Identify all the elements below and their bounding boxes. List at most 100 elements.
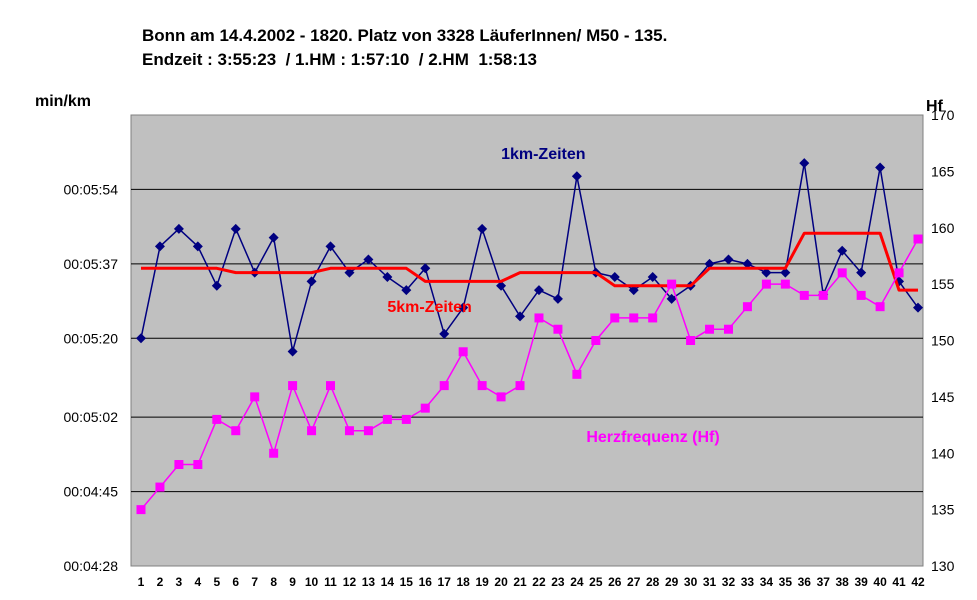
data-point: [439, 381, 449, 391]
x-tick-label: 26: [608, 575, 622, 589]
data-point: [610, 313, 620, 323]
data-point: [477, 381, 487, 391]
data-point: [174, 460, 184, 470]
x-tick-label: 6: [232, 575, 239, 589]
x-tick-label: 13: [362, 575, 376, 589]
x-tick-label: 29: [665, 575, 679, 589]
x-tick-label: 20: [494, 575, 508, 589]
x-tick-label: 1: [138, 575, 145, 589]
data-point: [344, 426, 354, 436]
data-point: [799, 158, 810, 169]
x-tick-label: 3: [176, 575, 183, 589]
data-point: [572, 369, 582, 379]
data-point: [609, 272, 620, 283]
data-point: [401, 414, 411, 424]
data-point: [515, 311, 526, 322]
x-tick-label: 28: [646, 575, 660, 589]
y-right-tick-label: 135: [931, 502, 955, 518]
y-axis-left-label: min/km: [35, 93, 92, 110]
data-point: [458, 302, 469, 313]
data-point: [742, 302, 752, 312]
x-tick-label: 11: [324, 575, 337, 589]
data-point: [439, 328, 450, 339]
data-point: [496, 392, 506, 402]
data-point: [648, 313, 658, 323]
data-point: [306, 276, 317, 287]
data-point: [742, 258, 753, 269]
x-tick-label: 34: [760, 575, 774, 589]
data-point: [269, 448, 279, 458]
data-point: [723, 324, 733, 334]
y-left-tick-label: 00:05:37: [64, 256, 119, 272]
data-point: [344, 267, 355, 278]
y-right-tick-label: 145: [931, 389, 955, 405]
data-point: [704, 258, 715, 269]
data-point: [211, 280, 222, 291]
x-tick-label: 18: [456, 575, 470, 589]
x-tick-label: 32: [722, 575, 736, 589]
data-point: [591, 336, 601, 345]
data-point: [155, 482, 165, 492]
series-label: Herzfrequenz (Hf): [586, 429, 719, 446]
y-right-tick-label: 130: [931, 558, 955, 574]
x-tick-label: 41: [892, 575, 906, 589]
data-point: [250, 392, 260, 402]
data-point: [761, 279, 771, 289]
y-left-tick-label: 00:05:54: [64, 181, 119, 197]
x-tick-label: 8: [270, 575, 277, 589]
x-tick-label: 5: [213, 575, 220, 589]
data-point: [231, 426, 241, 436]
y-right-tick-label: 165: [931, 163, 955, 179]
data-point: [458, 347, 468, 357]
data-point: [363, 254, 374, 265]
data-point: [723, 254, 734, 265]
x-tick-label: 4: [195, 575, 202, 589]
data-point: [667, 279, 677, 289]
data-point: [268, 232, 279, 243]
data-point: [686, 336, 696, 345]
data-point: [382, 272, 393, 283]
data-point: [307, 426, 317, 436]
x-tick-label: 2: [157, 575, 164, 589]
x-tick-label: 40: [873, 575, 887, 589]
y-left-tick-label: 00:05:20: [64, 330, 119, 346]
x-tick-label: 23: [551, 575, 565, 589]
data-point: [837, 245, 848, 256]
y-left-tick-label: 00:04:28: [64, 558, 119, 574]
data-point: [230, 223, 241, 234]
data-point: [136, 333, 146, 344]
data-point: [420, 403, 430, 413]
x-tick-label: 42: [911, 575, 925, 589]
data-point: [136, 505, 146, 515]
data-point: [818, 290, 828, 300]
series-line: [140, 162, 919, 353]
data-point: [913, 234, 923, 244]
data-point: [761, 267, 772, 278]
data-point: [894, 268, 904, 278]
y-left-tick-label: 00:04:45: [64, 484, 119, 500]
data-point: [553, 324, 563, 334]
x-tick-label: 10: [305, 575, 319, 589]
data-point: [780, 267, 791, 278]
data-point: [363, 426, 373, 436]
y-right-tick-label: 160: [931, 220, 955, 236]
x-tick-label: 17: [438, 575, 452, 589]
chart-title-line-1: Bonn am 14.4.2002 - 1820. Platz von 3328…: [142, 26, 668, 45]
data-point: [647, 272, 658, 283]
x-tick-label: 35: [779, 575, 793, 589]
data-point: [856, 267, 867, 278]
data-point: [288, 381, 298, 391]
x-tick-label: 15: [400, 575, 414, 589]
y-right-tick-label: 150: [931, 333, 955, 349]
data-point: [571, 171, 582, 182]
x-tick-label: 12: [343, 575, 357, 589]
y-left-tick-label: 00:05:02: [64, 409, 119, 425]
x-tick-label: 24: [570, 575, 584, 589]
data-point: [192, 241, 203, 252]
x-tick-label: 25: [589, 575, 603, 589]
series-label: 1km-Zeiten: [501, 146, 585, 163]
data-point: [705, 324, 715, 334]
data-point: [212, 414, 222, 424]
x-tick-label: 39: [854, 575, 868, 589]
